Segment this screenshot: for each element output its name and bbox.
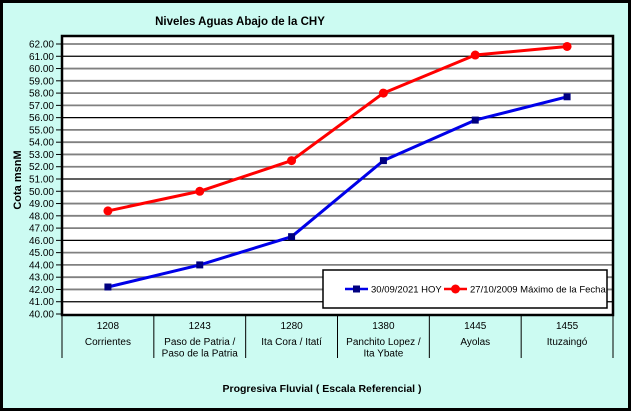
y-tick-label: 62.00 <box>29 40 54 51</box>
series-line-0 <box>106 95 569 289</box>
category-km-label: 1380 <box>372 321 395 332</box>
legend-marker-square-icon <box>353 285 360 293</box>
y-tick-label: 43.00 <box>29 273 54 284</box>
series-line-1 <box>106 44 569 213</box>
data-point-marker <box>104 283 112 291</box>
y-tick-label: 42.00 <box>29 285 54 296</box>
data-point-marker <box>378 88 388 98</box>
chart-title: Niveles Aguas Abajo de la CHY <box>155 16 325 28</box>
y-tick-label: 50.00 <box>29 187 54 198</box>
legend-marker-circle-icon <box>451 284 460 294</box>
y-tick-label: 46.00 <box>29 236 54 247</box>
category-name-label: Ita Cora / Itatí <box>261 337 322 348</box>
category-km-label: 1455 <box>556 321 579 332</box>
data-point-marker <box>287 156 297 166</box>
y-tick-label: 40.00 <box>29 310 54 321</box>
x-axis-title: Progresiva Fluvial ( Escala Referencial … <box>222 383 421 395</box>
category-name-label: Paso de la Patria <box>162 349 239 360</box>
legend: 30/09/2021 HOY 27/10/2009 Máximo de la F… <box>322 269 608 309</box>
category-name-label: Ituzaingó <box>547 337 588 348</box>
y-tick-label: 60.00 <box>29 64 54 75</box>
data-point-marker <box>195 186 205 196</box>
legend-label-hoy: 30/09/2021 HOY <box>371 285 442 296</box>
y-tick-label: 54.00 <box>29 138 54 149</box>
data-point-marker <box>470 50 480 60</box>
y-tick-label: 49.00 <box>29 199 54 210</box>
data-point-marker <box>379 157 387 165</box>
category-name-label: Ayolas <box>460 337 490 348</box>
category-km-label: 1243 <box>189 321 212 332</box>
data-point-marker <box>103 206 113 216</box>
y-tick-label: 45.00 <box>29 248 54 259</box>
data-point-marker <box>196 261 204 269</box>
y-tick-label: 48.00 <box>29 211 54 222</box>
y-tick-label: 61.00 <box>29 52 54 63</box>
y-tick-label: 55.00 <box>29 125 54 136</box>
category-name-label: Corrientes <box>85 337 131 348</box>
category-km-label: 1280 <box>280 321 303 332</box>
category-name-label: Ita Ybate <box>363 349 403 360</box>
data-point-marker <box>288 233 296 241</box>
y-tick-label: 58.00 <box>29 89 54 100</box>
data-point-marker <box>563 93 571 101</box>
y-tick-label: 44.00 <box>29 260 54 271</box>
data-point-marker <box>562 41 572 51</box>
legend-label-maximo: 27/10/2009 Máximo de la Fecha <box>470 285 606 296</box>
plot-border <box>60 34 615 317</box>
data-point-marker <box>471 116 479 124</box>
y-tick-label: 41.00 <box>29 297 54 308</box>
y-tick-label: 56.00 <box>29 113 54 124</box>
y-tick-label: 53.00 <box>29 150 54 161</box>
plot-background <box>62 36 613 315</box>
y-tick-label: 51.00 <box>29 175 54 186</box>
category-name-label: Paso de Patria / <box>164 337 235 348</box>
y-tick-label: 52.00 <box>29 162 54 173</box>
y-axis-title: Cota msnM <box>12 150 24 209</box>
category-km-label: 1208 <box>97 321 120 332</box>
y-tick-label: 57.00 <box>29 101 54 112</box>
y-tick-label: 47.00 <box>29 224 54 235</box>
y-tick-label: 59.00 <box>29 76 54 87</box>
category-name-label: Panchito Lopez / <box>346 337 421 348</box>
category-km-label: 1445 <box>464 321 487 332</box>
